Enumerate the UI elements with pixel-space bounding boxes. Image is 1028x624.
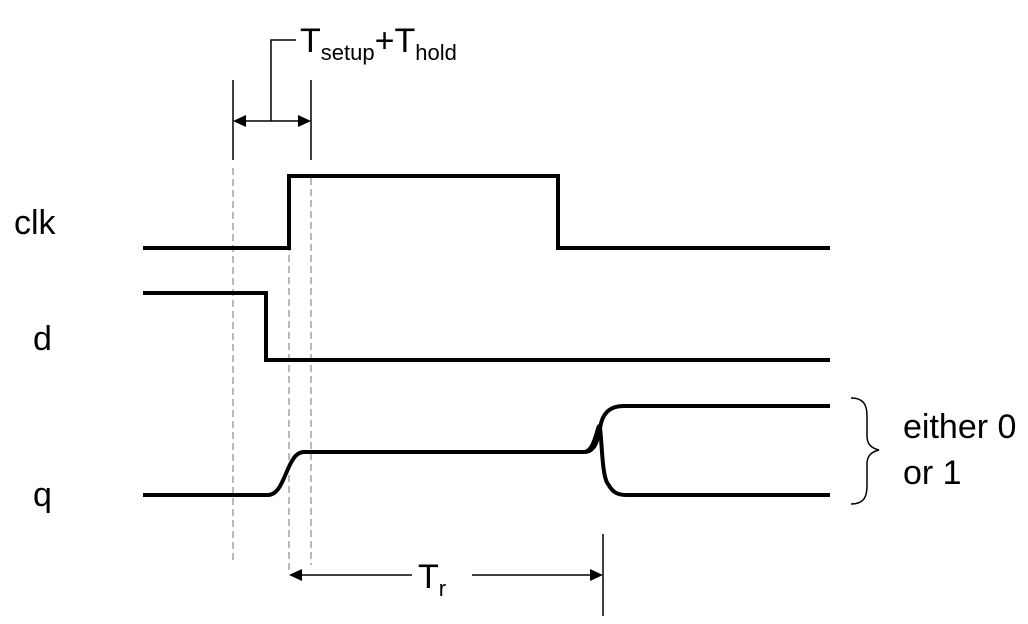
setup-hold-marker: Tsetup+Thold (232, 22, 457, 160)
either-note-line2: or 1 (903, 454, 962, 492)
setup-hold-arrow-right (298, 115, 311, 127)
clk-waveform (143, 174, 830, 250)
tr-label: Tr (418, 558, 446, 601)
tr-marker: Tr (289, 534, 604, 616)
clk-label: clk (14, 204, 57, 242)
setup-hold-arrow-left (233, 115, 246, 127)
d-waveform (143, 291, 830, 362)
tr-arrow-right (590, 569, 603, 581)
guide-lines (232, 168, 312, 570)
q-waveform (143, 404, 830, 497)
setup-hold-leader-line (270, 39, 296, 121)
q-label: q (33, 476, 52, 514)
d-label: d (33, 320, 52, 358)
setup-hold-label: Tsetup+Thold (300, 22, 457, 65)
either-note-line1: either 0 (903, 408, 1016, 446)
either-brace (850, 397, 880, 505)
tr-arrow-left (289, 569, 302, 581)
